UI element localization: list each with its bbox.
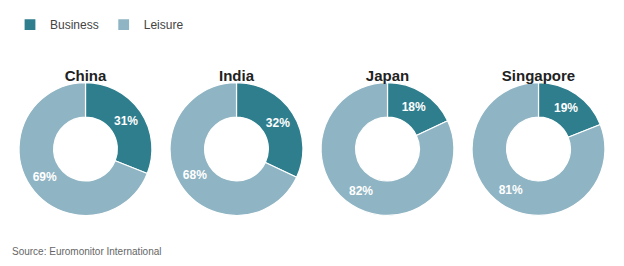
svg-text:69%: 69% xyxy=(33,170,57,184)
svg-text:32%: 32% xyxy=(266,116,290,130)
svg-text:India: India xyxy=(219,67,255,84)
svg-text:China: China xyxy=(65,67,107,84)
svg-text:Singapore: Singapore xyxy=(502,67,575,84)
svg-text:82%: 82% xyxy=(349,184,373,198)
svg-text:68%: 68% xyxy=(183,168,207,182)
svg-text:Source: Euromonitor Internatio: Source: Euromonitor International xyxy=(12,246,162,257)
svg-text:18%: 18% xyxy=(402,100,426,114)
svg-text:19%: 19% xyxy=(554,101,578,115)
svg-text:81%: 81% xyxy=(499,183,523,197)
svg-text:Japan: Japan xyxy=(366,67,409,84)
svg-text:31%: 31% xyxy=(114,114,138,128)
svg-text:Business: Business xyxy=(50,18,99,32)
svg-text:Leisure: Leisure xyxy=(144,18,184,32)
